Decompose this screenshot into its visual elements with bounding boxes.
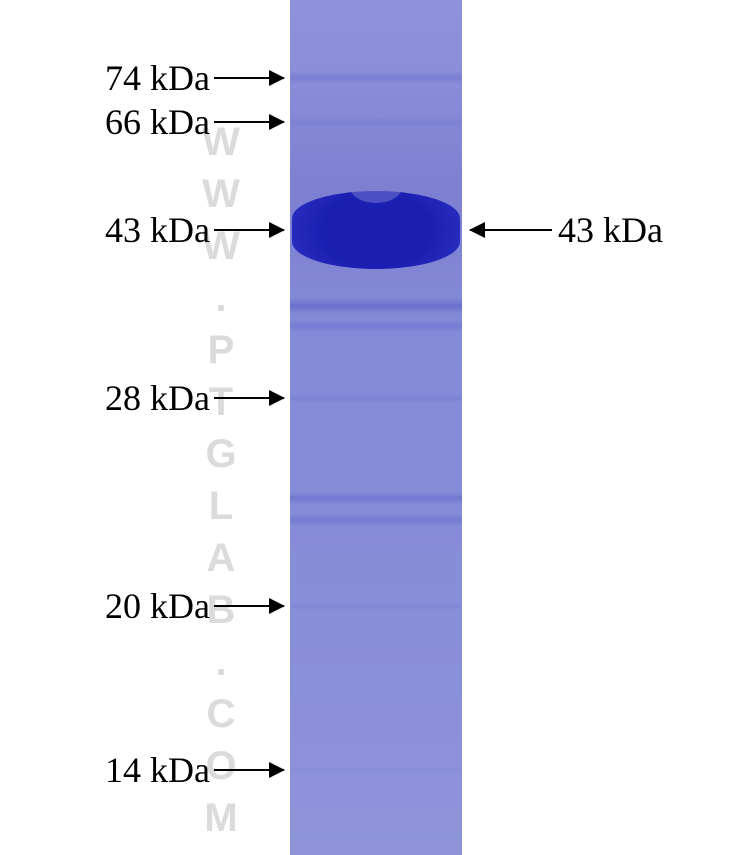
marker-arrow [214, 121, 284, 123]
faint-band [290, 491, 462, 505]
marker-arrow [214, 77, 284, 79]
gel-lane [290, 0, 462, 855]
marker-arrow [214, 605, 284, 607]
faint-band [290, 513, 462, 527]
gel-figure: WWW.PTGLAB.COM 74 kDa66 kDa43 kDa28 kDa2… [0, 0, 740, 855]
marker-arrow [214, 397, 284, 399]
marker-label: 14 kDa [105, 752, 210, 788]
faint-band [290, 393, 462, 403]
faint-band [290, 766, 462, 774]
marker-label: 20 kDa [105, 588, 210, 624]
faint-band [290, 298, 462, 314]
marker-label: 43 kDa [105, 212, 210, 248]
faint-band [290, 602, 462, 610]
lane-background [290, 0, 462, 855]
faint-band [290, 71, 462, 85]
marker-label: 74 kDa [105, 60, 210, 96]
target-arrow [470, 229, 552, 231]
marker-arrow [214, 769, 284, 771]
target-label: 43 kDa [558, 212, 663, 248]
faint-band [290, 116, 462, 128]
marker-label: 66 kDa [105, 104, 210, 140]
faint-band [290, 320, 462, 332]
marker-arrow [214, 229, 284, 231]
marker-label: 28 kDa [105, 380, 210, 416]
